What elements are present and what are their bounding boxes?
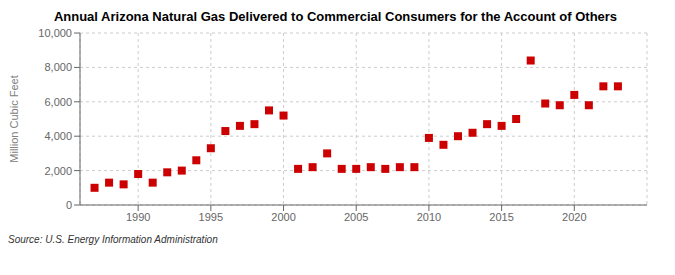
svg-text:6,000: 6,000 bbox=[44, 96, 72, 108]
svg-text:8,000: 8,000 bbox=[44, 61, 72, 73]
svg-text:4,000: 4,000 bbox=[44, 130, 72, 142]
svg-text:2000: 2000 bbox=[271, 211, 295, 223]
svg-text:2010: 2010 bbox=[417, 211, 441, 223]
html-text:Source: U.S. Energy Informatio: Source: U.S. Energy Information Administ… bbox=[8, 234, 218, 245]
svg-text:10,000: 10,000 bbox=[38, 27, 72, 39]
svg-text:2,000: 2,000 bbox=[44, 165, 72, 177]
svg-text:Million Cubic Feet: Million Cubic Feet bbox=[8, 75, 20, 162]
svg-text:2005: 2005 bbox=[344, 211, 368, 223]
svg-text:0: 0 bbox=[66, 199, 72, 211]
svg-text:2020: 2020 bbox=[562, 211, 586, 223]
svg-text:2015: 2015 bbox=[489, 211, 513, 223]
svg-text:1995: 1995 bbox=[199, 211, 223, 223]
html-text:Annual Arizona Natural Gas Del: Annual Arizona Natural Gas Delivered to … bbox=[53, 9, 618, 24]
svg-text:1990: 1990 bbox=[126, 211, 150, 223]
